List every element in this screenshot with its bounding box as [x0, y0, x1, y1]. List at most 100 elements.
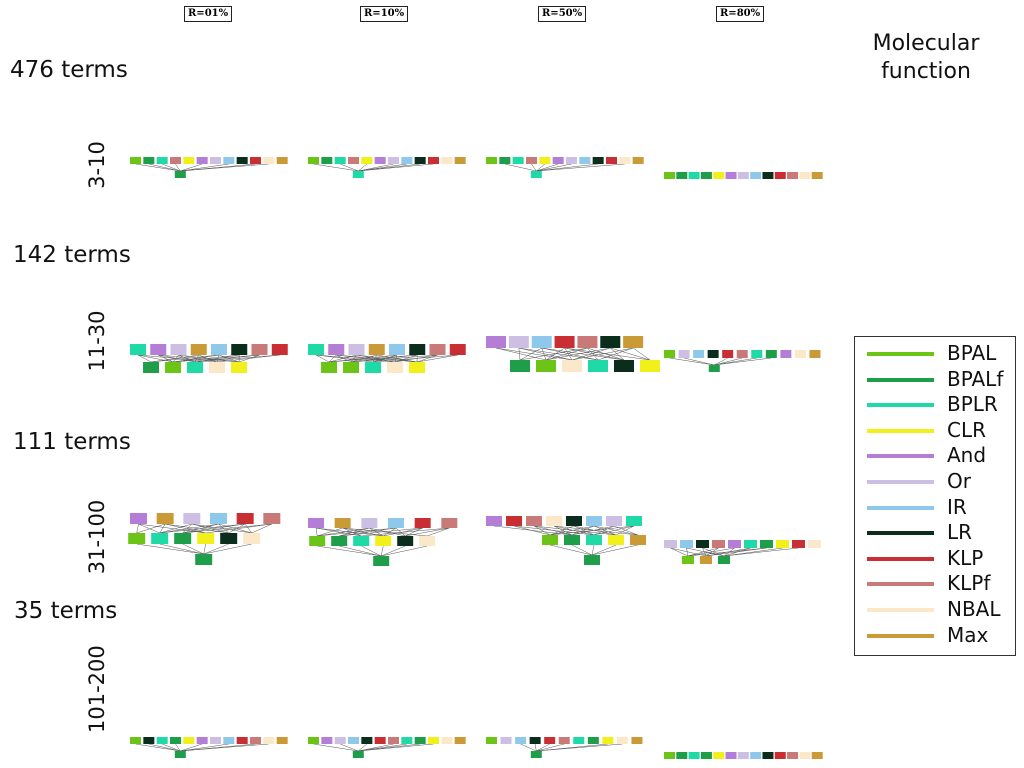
legend-item: BPLR [855, 392, 1015, 418]
method-node [623, 336, 644, 348]
method-node [388, 157, 399, 164]
method-node [309, 536, 326, 546]
graph-edge [136, 523, 166, 534]
method-node [510, 360, 530, 372]
graph-edge [191, 523, 252, 534]
graph-edge [159, 543, 204, 555]
legend-label: LR [947, 520, 973, 545]
method-node [712, 540, 725, 548]
method-node [676, 172, 688, 179]
method-node [151, 533, 169, 544]
graph-edge [195, 354, 260, 363]
method-node [632, 157, 644, 164]
graph-edge [340, 743, 359, 752]
method-node [130, 157, 141, 164]
graph-edge [339, 545, 382, 557]
graph-edge [573, 525, 595, 536]
method-node [664, 172, 675, 179]
method-node [397, 536, 414, 546]
column-header-r50: R=50% [538, 6, 587, 22]
graph-edge [518, 347, 573, 361]
graph-edge [358, 743, 367, 752]
method-node [231, 344, 248, 355]
graph-edge [329, 354, 418, 363]
graph-edge [504, 163, 537, 172]
graph-edge [203, 543, 206, 555]
graph-edge [218, 523, 229, 534]
method-node [592, 157, 604, 164]
legend-item: Max [855, 623, 1015, 649]
method-node [811, 172, 823, 179]
graph-edge [591, 544, 617, 556]
graph-edge [135, 163, 181, 172]
row-terms-label: 476 terms [10, 57, 128, 83]
method-node [328, 344, 345, 355]
graph-edge [571, 544, 593, 556]
method-node [409, 362, 426, 373]
method-node [546, 516, 562, 526]
legend-swatch [867, 633, 934, 638]
graph-edge [714, 357, 757, 366]
method-node [210, 737, 221, 744]
graph-edge [545, 347, 565, 361]
graph-edge [549, 544, 593, 556]
panel-title-line-2: function [881, 59, 971, 84]
method-node [428, 157, 439, 164]
graph-edge [687, 547, 735, 557]
method-node [143, 157, 155, 164]
graph-edge [573, 525, 617, 536]
method-node [183, 737, 195, 744]
method-node [414, 518, 431, 528]
legend-item: And [855, 443, 1015, 469]
graph-edge [571, 347, 611, 361]
method-node [211, 344, 227, 355]
method-node [251, 344, 268, 355]
graph-edge [702, 547, 725, 557]
graph-edge [373, 354, 458, 363]
method-node [374, 737, 386, 744]
method-node [508, 336, 529, 348]
method-node [348, 157, 359, 164]
method-node [515, 737, 527, 744]
legend-item: CLR [855, 418, 1015, 444]
method-node [183, 513, 201, 524]
graph-edge [533, 525, 551, 536]
graph-edge [180, 743, 269, 752]
legend-item: IR [855, 495, 1015, 521]
method-node [441, 737, 453, 744]
method-node [334, 737, 346, 744]
graph-edge [380, 545, 384, 557]
graph-edge [536, 743, 565, 752]
graph-edge [541, 347, 625, 361]
graph-edge [702, 547, 707, 557]
method-node [664, 350, 675, 358]
method-node [700, 752, 712, 759]
graph-edge [180, 163, 229, 172]
method-node [321, 362, 338, 373]
row-terms-label: 111 terms [13, 429, 131, 455]
method-node [388, 518, 404, 528]
method-node [486, 516, 502, 526]
graph-edge [564, 347, 651, 361]
graph-edge [182, 523, 272, 534]
method-node [156, 737, 168, 744]
method-node [693, 350, 705, 358]
graph-edge [714, 357, 728, 366]
method-node [236, 737, 248, 744]
graph-edge [369, 527, 406, 537]
graph-edge [536, 163, 559, 172]
method-node [308, 737, 319, 744]
method-node [762, 752, 774, 759]
method-node [616, 737, 628, 744]
graph-edge [593, 525, 635, 536]
graph-edge [136, 543, 204, 555]
graph-edge [405, 527, 450, 537]
graph-edge [536, 163, 599, 172]
method-node [688, 752, 700, 759]
graph-edge [244, 523, 252, 534]
graph-edge [545, 347, 611, 361]
graph-edge [159, 523, 219, 534]
method-node [388, 737, 399, 744]
graph-edge [317, 527, 343, 537]
